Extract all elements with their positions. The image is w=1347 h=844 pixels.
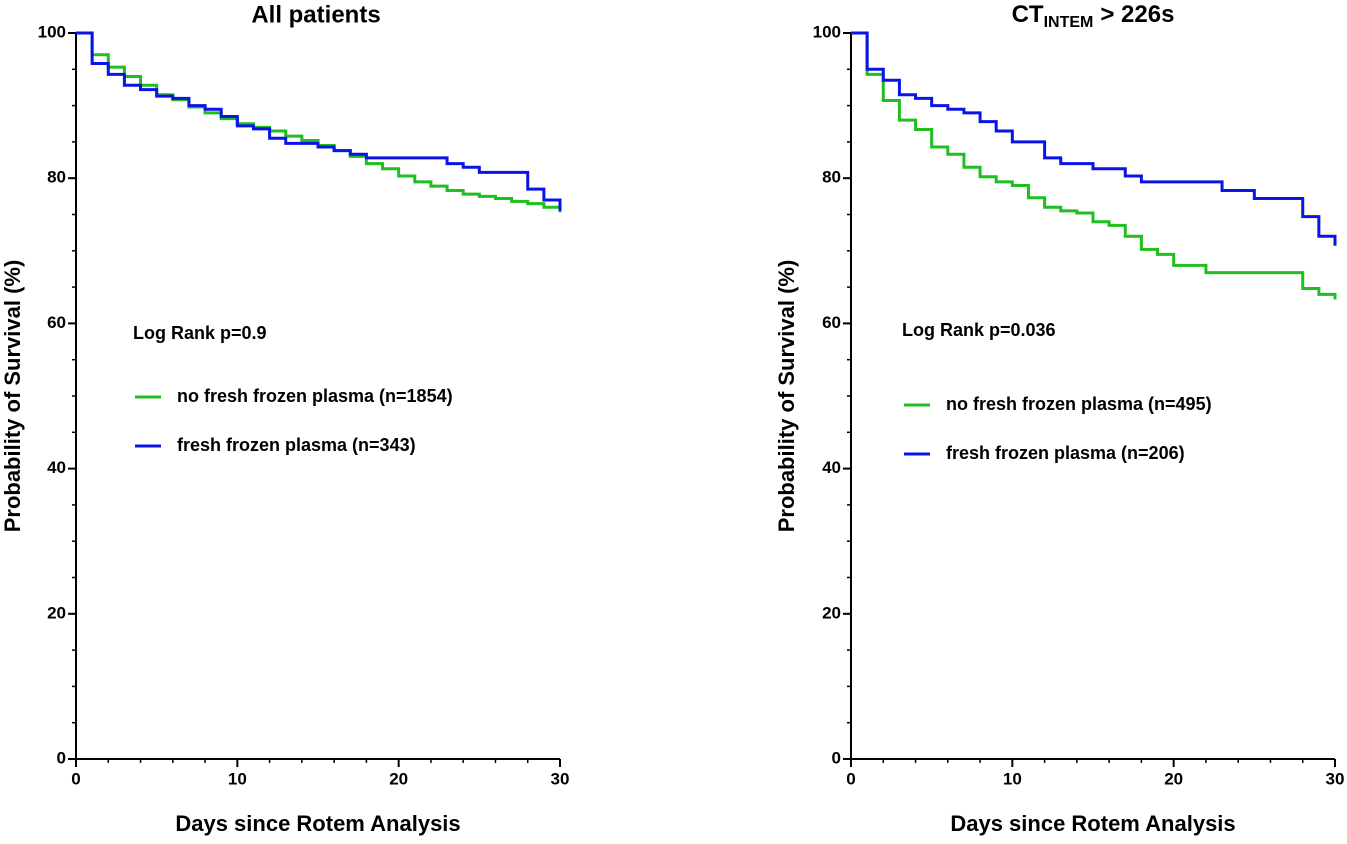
survival-curve: [76, 31, 562, 213]
legend-label: no fresh frozen plasma (n=495): [946, 394, 1212, 414]
chart-title: CTINTEM > 226s: [1012, 1, 1175, 31]
title-suffix: > 226s: [1100, 1, 1174, 28]
x-tick-label: 20: [389, 769, 408, 788]
y-tick-label: 20: [822, 603, 841, 622]
y-tick-label: 0: [832, 748, 841, 767]
y-axis-label: Probability of Survival (%): [774, 260, 799, 533]
chart-panel: All patients 0 20 40 60 80 100 0 10 20 30 Days sinc…: [0, 1, 569, 835]
x-tick-label: 30: [551, 769, 570, 788]
x-axis-label: Days since Rotem Analysis: [175, 811, 460, 836]
y-tick-label: 80: [822, 168, 841, 187]
annotation: Log Rank p=0.036: [902, 320, 1056, 340]
chart-title: All patients: [251, 1, 380, 28]
y-tick-label: 40: [822, 458, 841, 477]
x-tick-label: 10: [228, 769, 247, 788]
y-tick-label: 60: [822, 313, 841, 332]
y-tick-label: 60: [47, 313, 66, 332]
legend-label: fresh frozen plasma (n=343): [177, 435, 416, 455]
title-main: CT: [1012, 1, 1044, 28]
y-tick-label: 40: [47, 458, 66, 477]
x-axis-label: Days since Rotem Analysis: [950, 811, 1235, 836]
x-tick-label: 20: [1164, 769, 1183, 788]
y-tick-label: 20: [47, 603, 66, 622]
y-tick-label: 100: [38, 22, 66, 41]
y-tick-label: 0: [57, 748, 66, 767]
y-tick-label: 80: [47, 168, 66, 187]
x-tick-label: 0: [71, 769, 80, 788]
y-axis-label: Probability of Survival (%): [0, 260, 25, 533]
x-tick-label: 0: [846, 769, 855, 788]
title-subscript: INTEM: [1044, 14, 1094, 31]
legend-label: no fresh frozen plasma (n=1854): [177, 386, 453, 406]
chart-panel: CTINTEM > 226s 0 20 40 60 80 100 0 10 20 30 Days sin…: [774, 1, 1345, 835]
survival-curve: [851, 31, 1337, 246]
x-tick-label: 30: [1326, 769, 1345, 788]
survival-curve: [851, 31, 1337, 300]
survival-curve: [76, 31, 562, 211]
y-tick-label: 100: [813, 22, 841, 41]
x-tick-label: 10: [1003, 769, 1022, 788]
annotation: Log Rank p=0.9: [133, 323, 267, 343]
legend-label: fresh frozen plasma (n=206): [946, 443, 1185, 463]
